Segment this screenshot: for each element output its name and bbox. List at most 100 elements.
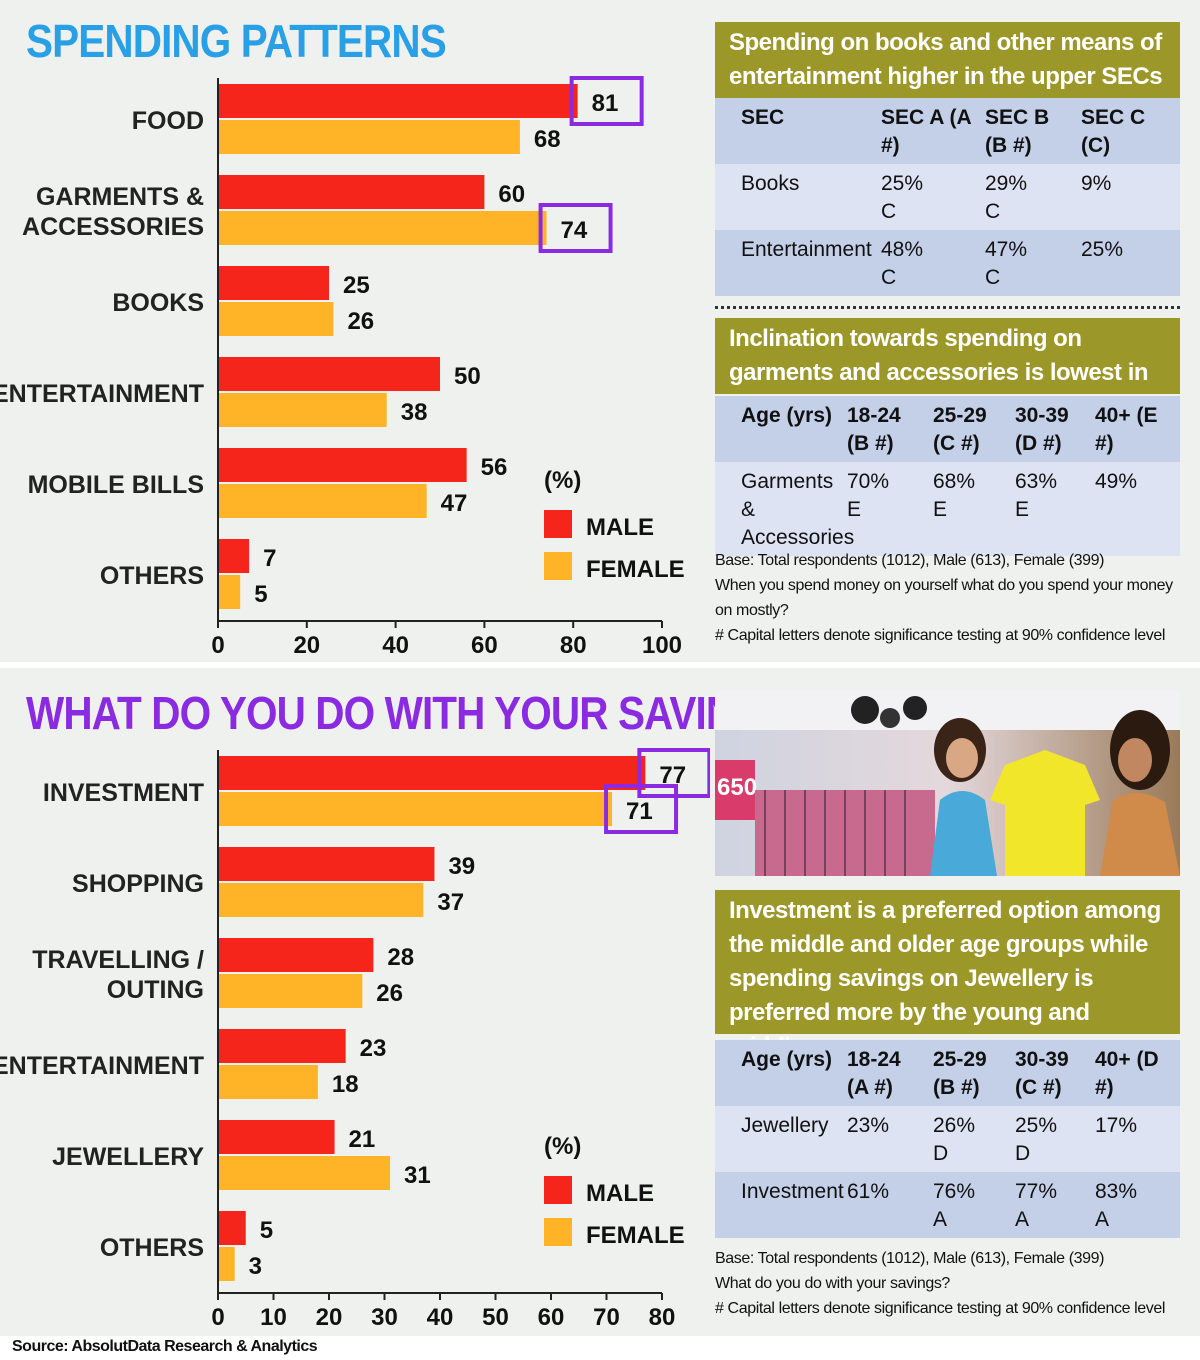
data-label: 47 (441, 490, 468, 517)
data-label: 56 (481, 454, 508, 481)
age-header-1: 18-24 (B #) (843, 396, 929, 462)
x-tick-label: 60 (538, 1304, 565, 1331)
bar-male (218, 847, 435, 881)
category-label: ACCESSORIES (22, 213, 204, 241)
bar-male (218, 539, 250, 573)
x-tick-label: 100 (642, 632, 682, 659)
table3-heading: Investment is a preferred option among t… (715, 890, 1180, 1060)
bar-female (218, 211, 547, 245)
x-tick-label: 20 (316, 1304, 343, 1331)
age-savings-table: Age (yrs) 18-24 (A #) 25-29 (B #) 30-39 … (715, 1040, 1180, 1238)
note-question: When you spend money on yourself what do… (715, 577, 1173, 619)
note-base: Base: Total respondents (1012), Male (61… (715, 1250, 1105, 1267)
data-label: 60 (498, 181, 525, 208)
data-label: 23 (360, 1035, 387, 1062)
legend-swatch-male (544, 510, 572, 538)
savings-header-4: 40+ (D #) (1091, 1040, 1180, 1106)
data-label: 26 (376, 980, 403, 1007)
cell: 25% D (1011, 1106, 1091, 1172)
bar-male (218, 448, 467, 482)
data-label: 50 (454, 363, 481, 390)
highlight-box (538, 203, 613, 253)
note-question: What do you do with your savings? (715, 1275, 950, 1292)
savings-header-1: 18-24 (A #) (843, 1040, 929, 1106)
x-tick-label: 70 (593, 1304, 620, 1331)
data-label: 31 (404, 1162, 431, 1189)
bar-female (218, 393, 387, 427)
legend-unit: (%) (544, 467, 581, 494)
legend-swatch-female (544, 552, 572, 580)
x-tick-label: 0 (211, 632, 224, 659)
sec-header-c: SEC C (C) (1077, 98, 1180, 164)
table-row: Garments & Accessories 70% E 68% E 63% E 49… (715, 462, 1180, 556)
savings-header-2: 25-29 (B #) (929, 1040, 1011, 1106)
age-table-header: Age (yrs) 18-24 (B #) 25-29 (C #) 30-39 … (715, 396, 1180, 462)
sec-table: SEC SEC A (A #) SEC B (B #) SEC C (C) Bo… (715, 98, 1180, 296)
category-label: ENTERTAINMENT (0, 1052, 204, 1080)
sec-header-a: SEC A (A #) (877, 98, 981, 164)
bar-female (218, 883, 424, 917)
row-label: Entertainment (715, 230, 877, 296)
cell: 70% E (843, 462, 929, 556)
x-tick-label: 20 (293, 632, 320, 659)
bar-female (218, 302, 334, 336)
savings-table-header: Age (yrs) 18-24 (A #) 25-29 (B #) 30-39 … (715, 1040, 1180, 1106)
table-row: Jewellery 23% 26% D 25% D 17% (715, 1106, 1180, 1172)
bar-female (218, 792, 613, 826)
category-label: FOOD (132, 107, 204, 135)
bar-female (218, 1156, 391, 1190)
data-label: 37 (437, 889, 464, 916)
table2-heading: Inclination towards spending on garments… (715, 318, 1180, 420)
bar-male (218, 357, 440, 391)
bar-female (218, 1247, 235, 1281)
legend-label: MALE (586, 1180, 654, 1207)
spending-chart: FOOD 81 68 GARMENTS &ACCESSORIES 60 74 BOOKS 25… (0, 76, 685, 659)
data-label: 68 (534, 126, 561, 153)
table-row: Investment 61% 76% A 77% A 83% A (715, 1172, 1180, 1238)
x-tick-label: 60 (471, 632, 498, 659)
cell: 63% E (1011, 462, 1091, 556)
category-label: ENTERTAINMENT (0, 380, 204, 408)
bar-female (218, 974, 363, 1008)
data-label: 25 (343, 272, 370, 299)
cell: 68% E (929, 462, 1011, 556)
x-tick-label: 80 (560, 632, 587, 659)
x-tick-label: 30 (371, 1304, 398, 1331)
data-label: 18 (332, 1071, 359, 1098)
data-label: 21 (349, 1126, 376, 1153)
bar-male (218, 175, 485, 209)
category-label: SHOPPING (72, 870, 204, 898)
row-label: Books (715, 164, 877, 230)
row-label: Investment (715, 1172, 844, 1238)
bar-female (218, 484, 427, 518)
legend-label: MALE (586, 514, 654, 541)
data-label: 74 (561, 217, 588, 244)
age-header-3: 30-39 (D #) (1011, 396, 1091, 462)
legend-swatch-female (544, 1218, 572, 1246)
data-label: 39 (448, 853, 475, 880)
cell: 26% D (929, 1106, 1011, 1172)
cell: 29% C (981, 164, 1077, 230)
bar-male (218, 1120, 335, 1154)
x-tick-label: 80 (649, 1304, 676, 1331)
savings-header-3: 30-39 (C #) (1011, 1040, 1091, 1106)
bar-male (218, 266, 329, 300)
notes-savings: Base: Total respondents (1012), Male (61… (715, 1246, 1190, 1321)
cell: 9% (1077, 164, 1180, 230)
bar-female (218, 120, 520, 154)
legend-swatch-male (544, 1176, 572, 1204)
sec-header-b: SEC B (B #) (981, 98, 1077, 164)
shopping-photo-image: 650 (715, 690, 1180, 876)
cell: 77% A (1011, 1172, 1091, 1238)
category-label: OTHERS (100, 1234, 204, 1262)
data-label: 26 (347, 308, 374, 335)
cell: 25% C (877, 164, 981, 230)
note-significance: # Capital letters denote significance te… (715, 627, 1166, 644)
bar-female (218, 1065, 318, 1099)
category-label: INVESTMENT (43, 779, 204, 807)
bar-male (218, 756, 646, 790)
notes-spending: Base: Total respondents (1012), Male (61… (715, 548, 1190, 648)
category-label: MOBILE BILLS (28, 471, 204, 499)
note-significance: # Capital letters denote significance te… (715, 1300, 1166, 1317)
